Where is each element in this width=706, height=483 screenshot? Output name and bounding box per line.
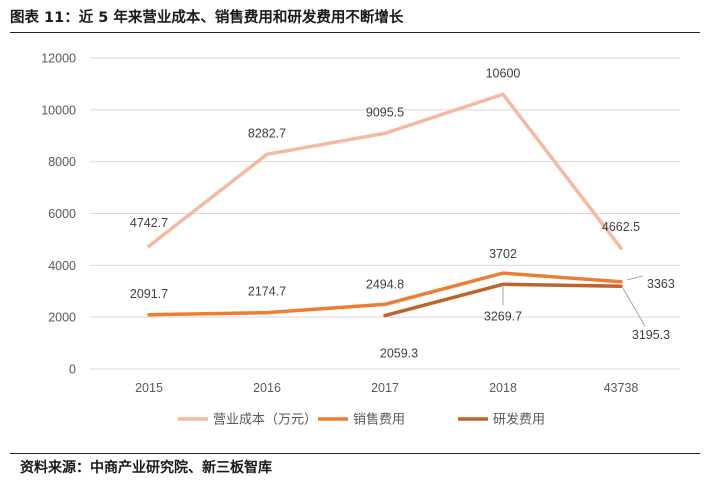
data-label: 2174.7 (248, 285, 286, 299)
data-label: 3269.7 (484, 309, 522, 323)
x-tick-label: 2018 (489, 381, 517, 395)
chart-title: 图表 11：近 5 年来营业成本、销售费用和研发费用不断增长 (10, 10, 404, 26)
source-note: 资料来源：中商产业研究院、新三板智库 (20, 460, 272, 476)
title-rule (10, 32, 700, 33)
y-tick-label: 10000 (41, 103, 76, 117)
data-label: 2494.8 (366, 277, 404, 291)
data-label: 3195.3 (632, 328, 670, 342)
data-label: 2059.3 (380, 347, 418, 361)
y-axis-ticks: 0 2000 4000 6000 8000 10000 12000 (41, 52, 76, 377)
data-label: 8282.7 (248, 126, 286, 140)
y-tick-label: 12000 (41, 52, 76, 66)
legend-label: 研发费用 (493, 412, 545, 427)
y-tick-label: 0 (69, 363, 76, 377)
series-line-2 (147, 271, 623, 317)
data-label: 9095.5 (366, 105, 404, 119)
y-tick-label: 4000 (48, 259, 76, 273)
legend-label: 营业成本（万元） (213, 412, 317, 427)
y-tick-label: 2000 (48, 311, 76, 325)
line-chart: 0 2000 4000 6000 8000 10000 12000 2015 2016 2017… (41, 52, 680, 427)
series-line-3 (383, 282, 623, 318)
x-axis-ticks: 2015 2016 2017 2018 43738 (135, 381, 638, 395)
data-label-leader (622, 287, 646, 327)
data-label: 3702 (489, 247, 517, 261)
y-tick-label: 6000 (48, 207, 76, 221)
data-label: 4662.5 (602, 220, 640, 234)
y-tick-label: 8000 (48, 155, 76, 169)
series-lines (147, 92, 623, 318)
data-label: 3363 (647, 277, 675, 291)
data-label: 4742.7 (130, 216, 168, 230)
source-rule (10, 453, 700, 454)
data-label-leader (626, 275, 644, 281)
series-line-1 (147, 92, 623, 250)
x-tick-label: 2015 (135, 381, 163, 395)
data-labels: 4742.7 8282.7 9095.5 10600 4662.5 2091.7 2174.… (130, 66, 675, 360)
legend-label: 销售费用 (353, 412, 405, 427)
data-label: 10600 (486, 66, 521, 80)
legend: 营业成本（万元） 销售费用 研发费用 (178, 412, 545, 427)
x-tick-label: 43738 (604, 381, 639, 395)
x-tick-label: 2016 (253, 381, 281, 395)
data-label: 2091.7 (130, 287, 168, 301)
x-tick-label: 2017 (371, 381, 399, 395)
